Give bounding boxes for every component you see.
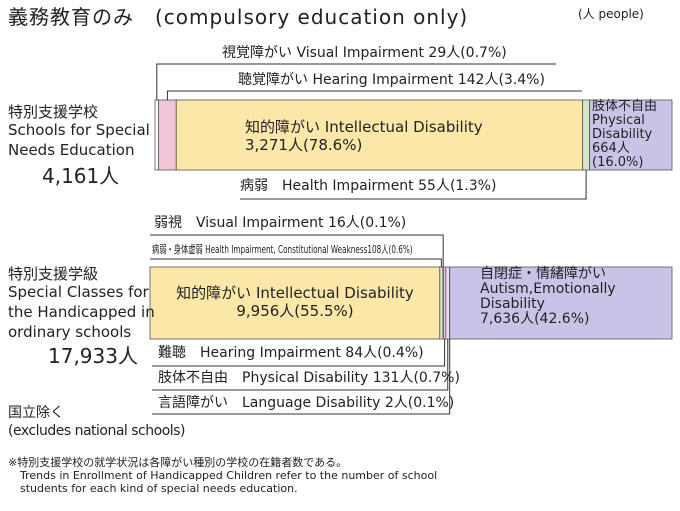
segment-label: 自閉症・情緒障がい Autism,Emotionally Disability 7… — [480, 267, 660, 327]
total-label: 4,161人 — [42, 164, 120, 188]
segment-name: 病弱・身体虚弱 Health Impairment, Constitutiona… — [152, 243, 368, 256]
bar-segment — [589, 99, 673, 171]
segment-label: 病弱 Health Impairment 55人(1.3%) — [240, 177, 496, 195]
segment-label: 難聴 Hearing Impairment 84人(0.4%) — [158, 344, 424, 362]
category-label: ordinary schools — [8, 323, 132, 341]
bar-segment — [158, 99, 177, 171]
unit-label: (人 people) — [578, 7, 644, 21]
leader-line — [152, 339, 449, 391]
segment-name: 難聴 Hearing Impairment — [158, 345, 341, 361]
value-label: 9,956人(55.5%) — [236, 302, 354, 320]
segment-label: 肢体不自由 Physical Disability 131人(0.7%) — [158, 369, 460, 387]
value-label: 108人(0.6%) — [367, 243, 413, 256]
category-label: Needs Education — [8, 141, 135, 159]
leader-line — [152, 339, 446, 367]
segment-name: 肢体不自由 Physical Disability — [158, 370, 369, 386]
leader-line — [150, 258, 442, 267]
value-label: 16人(0.1%) — [327, 215, 407, 231]
segment-name: 言語障がい Language Disability — [158, 395, 381, 411]
bar-segment — [449, 266, 673, 340]
category-label: 特別支援学級 — [8, 265, 99, 283]
segment-label: 言語障がい Language Disability 2人(0.1%) — [158, 394, 454, 412]
segment-name: 弱視 Visual Impairment — [154, 215, 324, 231]
leader-line — [240, 170, 587, 200]
value-label: 7,636人(42.6%) — [480, 311, 590, 327]
segment-label: 聴覚障がい Hearing Impairment 142人(3.4%) — [238, 71, 545, 89]
note: (excludes national schools) — [8, 423, 185, 439]
segment-name: 肢体不自由 Physical Disability — [592, 99, 658, 142]
segment-name: 視覚障がい Visual Impairment — [222, 45, 424, 61]
total-label: 17,933人 — [48, 344, 138, 368]
segment-label: 知的障がい Intellectual Disability 9,956人(55.5… — [150, 284, 440, 320]
bar-segment — [154, 99, 160, 171]
footnote: Trends in Enrollment of Handicapped Chil… — [20, 469, 438, 482]
leader-line — [156, 63, 556, 100]
note: 国立除く — [8, 405, 64, 421]
segment-name: 自閉症・情緒障がい Autism,Emotionally Disability — [480, 266, 616, 312]
leader-line — [150, 234, 444, 267]
value-label: 142人(3.4%) — [457, 72, 545, 88]
segment-label: 肢体不自由 Physical Disability 664人(16.0%) — [592, 100, 674, 170]
segment-name: 知的障がい Intellectual Disability — [176, 284, 414, 302]
value-label: 3,271人(78.6%) — [245, 136, 363, 154]
category-label: Special Classes for — [8, 283, 149, 301]
value-label: 55人(1.3%) — [418, 178, 497, 194]
category-label: 特別支援学校 — [8, 103, 99, 121]
bar-segment — [439, 266, 444, 340]
segment-label: 視覚障がい Visual Impairment 29人(0.7%) — [222, 44, 507, 62]
bar-segment — [149, 266, 441, 340]
segment-name: 知的障がい Intellectual Disability — [245, 118, 483, 136]
value-label: 664人(16.0%) — [592, 141, 644, 170]
footnote: students for each kind of special needs … — [20, 482, 298, 495]
segment-label: 弱視 Visual Impairment 16人(0.1%) — [154, 214, 406, 232]
footnote: ※特別支援学校の就学状況は各障がい種別の学校の在籍者数である。 — [8, 456, 348, 469]
segment-name: 聴覚障がい Hearing Impairment — [238, 72, 454, 88]
chart-title: 義務教育のみ (compulsory education only) — [8, 5, 469, 29]
leader-line — [152, 339, 451, 415]
category-label: Schools for Special — [8, 121, 150, 139]
segment-label: 病弱・身体虚弱 Health Impairment, Constitutiona… — [152, 241, 413, 259]
bar-segment — [582, 99, 590, 171]
value-label: 84人(0.4%) — [345, 345, 424, 361]
segment-label: 知的障がい Intellectual Disability 3,271人(78.6… — [245, 118, 565, 154]
category-label: the Handicapped in — [8, 303, 155, 321]
bar-segment — [445, 266, 451, 340]
leader-line — [166, 90, 582, 100]
value-label: 2人(0.1%) — [384, 395, 455, 411]
value-label: 29人(0.7%) — [428, 45, 507, 61]
value-label: 131人(0.7%) — [372, 370, 460, 386]
segment-name: 病弱 Health Impairment — [240, 178, 414, 194]
